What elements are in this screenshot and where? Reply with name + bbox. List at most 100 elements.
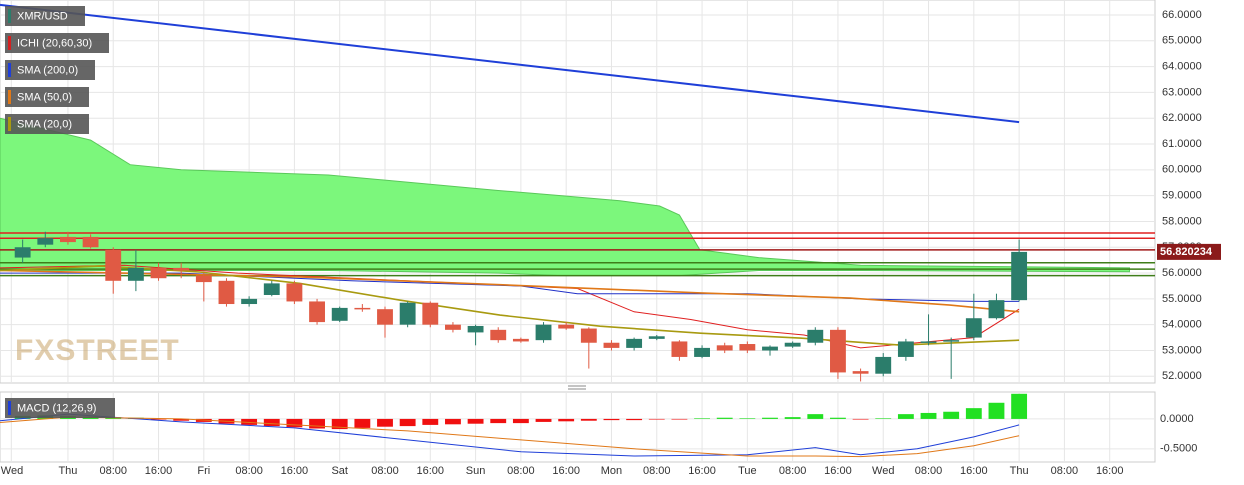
- macd-bar: [830, 417, 846, 419]
- x-tick-label: Sat: [331, 465, 348, 477]
- x-tick-label: Fri: [197, 465, 210, 477]
- y-tick-label: -0.5000: [1160, 443, 1197, 455]
- macd-bar: [1011, 393, 1028, 419]
- macd-bar: [626, 418, 643, 421]
- candle-body: [445, 324, 461, 330]
- macd-bar: [377, 418, 393, 427]
- x-tick-label: 08:00: [1051, 465, 1079, 477]
- y-tick-label: 56.0000: [1162, 267, 1202, 279]
- macd-bar: [173, 418, 190, 421]
- candle-body: [105, 249, 122, 281]
- candle-body: [603, 342, 620, 348]
- x-tick-label: Sun: [466, 465, 486, 477]
- macd-bar: [535, 418, 552, 422]
- macd-bar: [445, 418, 461, 425]
- x-tick-label: 16:00: [145, 465, 173, 477]
- macd-bar: [422, 418, 439, 425]
- y-tick-label: 54.0000: [1162, 319, 1202, 331]
- candle-body: [671, 341, 688, 357]
- sma-line: [0, 269, 1020, 313]
- macd-bar: [671, 418, 688, 420]
- legend-label: XMR/USD: [17, 10, 68, 22]
- legend-box: [5, 398, 115, 418]
- x-tick-label: Thu: [1010, 465, 1029, 477]
- legend-label: SMA (20,0): [17, 118, 72, 130]
- macd-bar: [241, 418, 258, 425]
- candle-body: [399, 302, 416, 325]
- ichimoku-cloud: [0, 117, 1130, 277]
- candle-body: [82, 236, 99, 248]
- candle-body: [626, 338, 643, 348]
- macd-bar: [875, 418, 892, 419]
- candle-body: [739, 344, 756, 351]
- x-tick-label: Wed: [1, 465, 23, 477]
- macd-bar: [603, 418, 620, 421]
- x-tick-label: 16:00: [824, 465, 852, 477]
- y-tick-label: 63.0000: [1162, 86, 1202, 98]
- y-tick-label: 61.0000: [1162, 138, 1202, 150]
- candle-body: [218, 280, 235, 305]
- macd-bar: [399, 418, 416, 427]
- x-tick-label: 16:00: [281, 465, 309, 477]
- candle-body: [286, 283, 303, 302]
- signal-line: [0, 416, 1020, 458]
- candle-body: [173, 267, 190, 271]
- legend-label: SMA (50,0): [17, 91, 72, 103]
- x-tick-label: 08:00: [507, 465, 535, 477]
- macd-bar: [354, 418, 371, 428]
- candle-body: [467, 325, 484, 333]
- macd-bar: [331, 418, 348, 430]
- x-tick-label: 08:00: [915, 465, 943, 477]
- candle-body: [762, 346, 778, 351]
- price-tag-label: 56.820234: [1160, 246, 1213, 258]
- candle-body: [263, 283, 280, 295]
- macd-bar: [580, 418, 597, 421]
- macd-bar: [286, 418, 303, 428]
- macd-bar: [512, 418, 529, 424]
- macd-bar: [897, 414, 914, 419]
- legend-box: [5, 114, 89, 134]
- candle-body: [852, 371, 869, 374]
- macd-bar: [943, 411, 960, 419]
- candle-body: [875, 356, 892, 374]
- macd-bar: [920, 412, 937, 419]
- candle-body: [988, 300, 1005, 319]
- legend-box: [5, 6, 85, 26]
- macd-bar: [150, 418, 167, 420]
- legend-swatch: [8, 401, 11, 415]
- candle-body: [943, 340, 960, 342]
- macd-bar: [467, 418, 484, 424]
- macd-bar: [807, 414, 824, 419]
- candle-body: [127, 267, 144, 281]
- legend-label: ICHI (20,60,30): [17, 37, 92, 49]
- candle-body: [150, 267, 167, 279]
- candle-body: [512, 338, 529, 342]
- y-tick-label: 53.0000: [1162, 344, 1202, 356]
- legend-swatch: [8, 9, 11, 23]
- candle-body: [1011, 251, 1028, 301]
- legend-swatch: [8, 36, 11, 50]
- candle-body: [241, 298, 258, 305]
- macd-bar: [309, 418, 325, 429]
- candle-body: [195, 275, 212, 283]
- candle-body: [648, 336, 665, 339]
- x-tick-label: Tue: [738, 465, 757, 477]
- legend-label: MACD (12,26,9): [17, 402, 96, 414]
- y-tick-label: 52.0000: [1162, 370, 1202, 382]
- x-tick-label: 16:00: [960, 465, 988, 477]
- legend-box: [5, 60, 95, 80]
- candle-body: [920, 341, 937, 343]
- candle-body: [535, 324, 552, 341]
- macd-bar: [694, 418, 710, 419]
- y-tick-label: 64.0000: [1162, 60, 1202, 72]
- macd-panel: [0, 391, 1156, 463]
- macd-bar: [558, 418, 575, 422]
- x-tick-label: 16:00: [1096, 465, 1124, 477]
- macd-bar: [263, 418, 280, 427]
- x-tick-label: Mon: [601, 465, 622, 477]
- legend-box: [5, 87, 89, 107]
- macd-bar: [490, 418, 507, 424]
- y-tick-label: 62.0000: [1162, 112, 1202, 124]
- y-tick-label: 59.0000: [1162, 190, 1202, 202]
